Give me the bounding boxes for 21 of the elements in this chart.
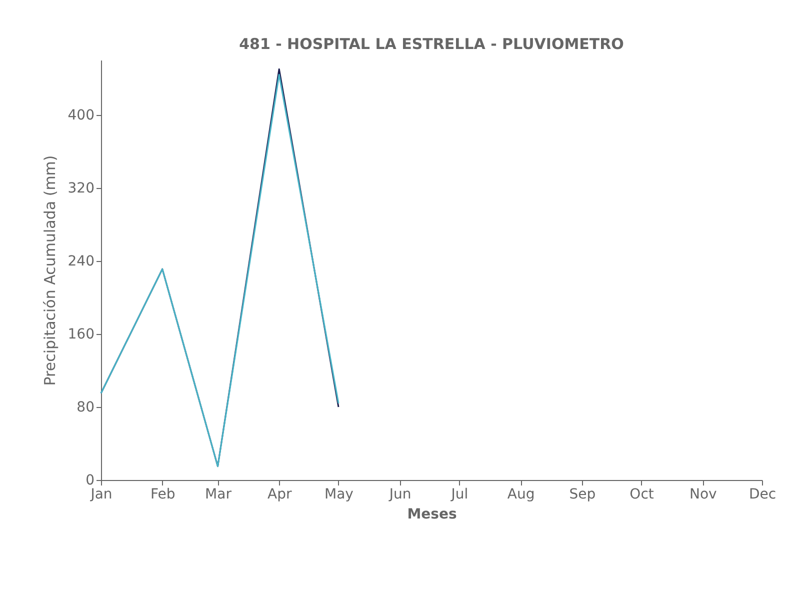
y-tick-label: 400 bbox=[68, 107, 94, 124]
x-tick-label: Mar bbox=[205, 486, 232, 502]
y-tick-label: 160 bbox=[68, 326, 94, 342]
x-tick-label: Apr bbox=[267, 486, 292, 502]
y-tick-label: 320 bbox=[68, 180, 94, 196]
x-tick-label: Dec bbox=[748, 486, 776, 502]
x-tick-label: Jul bbox=[450, 486, 468, 502]
x-tick-label: May bbox=[324, 486, 354, 502]
y-tick-label: 240 bbox=[68, 253, 94, 270]
x-tick-label: Oct bbox=[630, 486, 654, 502]
x-tick-label: Aug bbox=[507, 486, 535, 502]
y-tick-label: 0 bbox=[86, 472, 94, 488]
x-tick-label: Sep bbox=[569, 486, 596, 502]
x-tick-label: Jan bbox=[90, 486, 112, 502]
x-axis-title: Meses bbox=[407, 506, 457, 522]
y-axis-title: Precipitación Acumulada (mm) bbox=[40, 155, 59, 386]
x-tick-label: Nov bbox=[689, 486, 717, 502]
y-tick-label: 80 bbox=[76, 399, 94, 416]
x-tick-label: Feb bbox=[150, 486, 176, 502]
chart-title: 481 - HOSPITAL LA ESTRELLA - PLUVIOMETRO bbox=[239, 35, 624, 53]
x-tick-label: Jun bbox=[388, 486, 412, 502]
